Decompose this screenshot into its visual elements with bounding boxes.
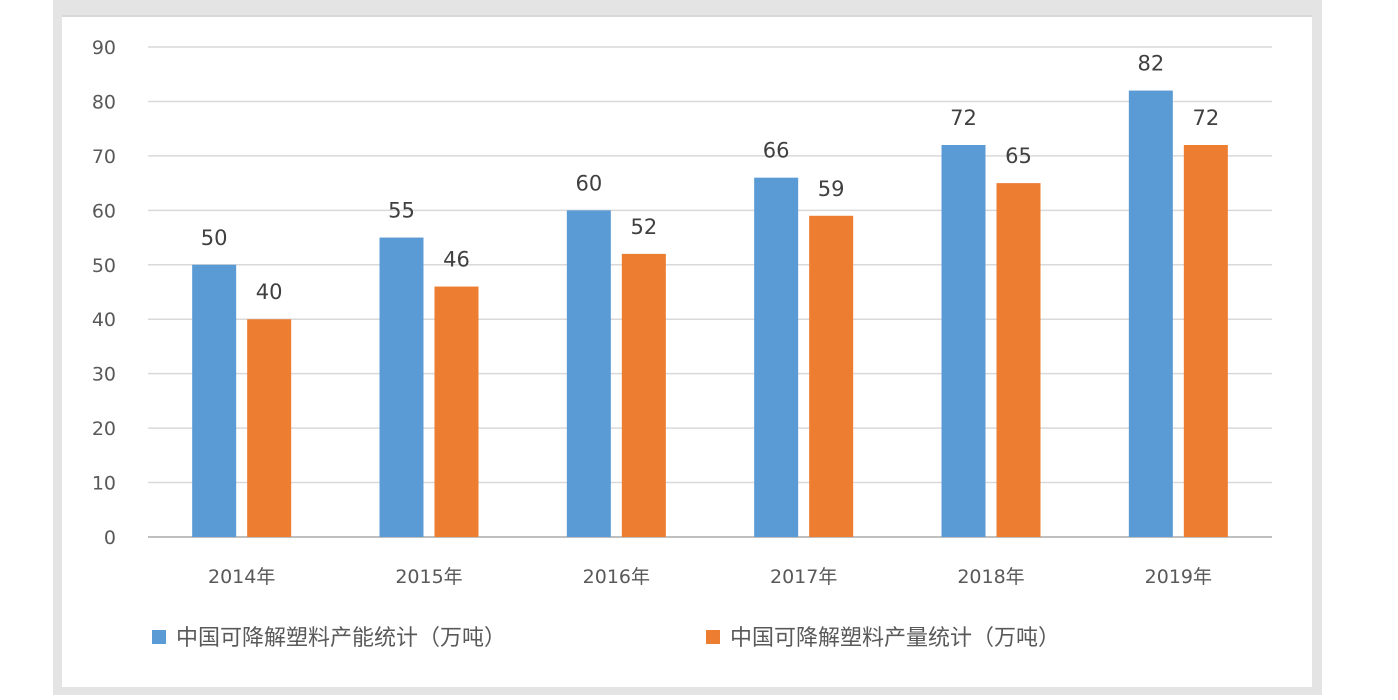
legend-swatch — [706, 630, 720, 644]
bar-capacity — [192, 264, 237, 537]
y-tick-label: 0 — [104, 527, 116, 549]
legend-label: 中国可降解塑料产量统计（万吨） — [730, 626, 1060, 651]
bar-capacity — [941, 145, 986, 537]
data-label: 72 — [950, 106, 977, 130]
data-label: 60 — [575, 171, 602, 195]
y-tick-label: 70 — [92, 146, 116, 168]
data-label: 55 — [388, 199, 415, 223]
bar-capacity — [1128, 90, 1173, 538]
y-tick-label: 60 — [92, 200, 116, 222]
y-tick-label: 80 — [92, 91, 116, 113]
bar-output — [1183, 145, 1228, 537]
bar-output — [434, 286, 479, 537]
bar-output — [809, 215, 854, 537]
x-tick-label: 2019年 — [1145, 566, 1212, 588]
data-label: 66 — [763, 139, 790, 163]
legend-label: 中国可降解塑料产能统计（万吨） — [176, 626, 506, 651]
data-label: 46 — [443, 248, 470, 272]
data-label: 65 — [1005, 144, 1032, 168]
x-tick-label: 2015年 — [395, 566, 462, 588]
bar-capacity — [379, 237, 424, 538]
bar-output — [247, 319, 292, 537]
y-tick-label: 20 — [92, 418, 116, 440]
legend-swatch — [152, 630, 166, 644]
bar-capacity — [566, 210, 611, 538]
y-tick-label: 90 — [92, 37, 116, 59]
data-label: 40 — [256, 280, 283, 304]
y-tick-label: 50 — [92, 255, 116, 277]
data-label: 82 — [1137, 52, 1164, 76]
y-tick-label: 10 — [92, 473, 116, 495]
x-tick-label: 2017年 — [770, 566, 837, 588]
bar-output — [621, 253, 666, 537]
data-label: 50 — [201, 226, 228, 250]
bar-capacity — [754, 177, 799, 537]
y-tick-label: 30 — [92, 364, 116, 386]
data-label: 72 — [1192, 106, 1219, 130]
data-label: 59 — [818, 177, 845, 201]
x-tick-label: 2018年 — [957, 566, 1024, 588]
data-label: 52 — [630, 215, 657, 239]
x-tick-label: 2014年 — [208, 566, 275, 588]
bar-output — [996, 183, 1041, 537]
y-tick-label: 40 — [92, 309, 116, 331]
x-tick-label: 2016年 — [583, 566, 650, 588]
